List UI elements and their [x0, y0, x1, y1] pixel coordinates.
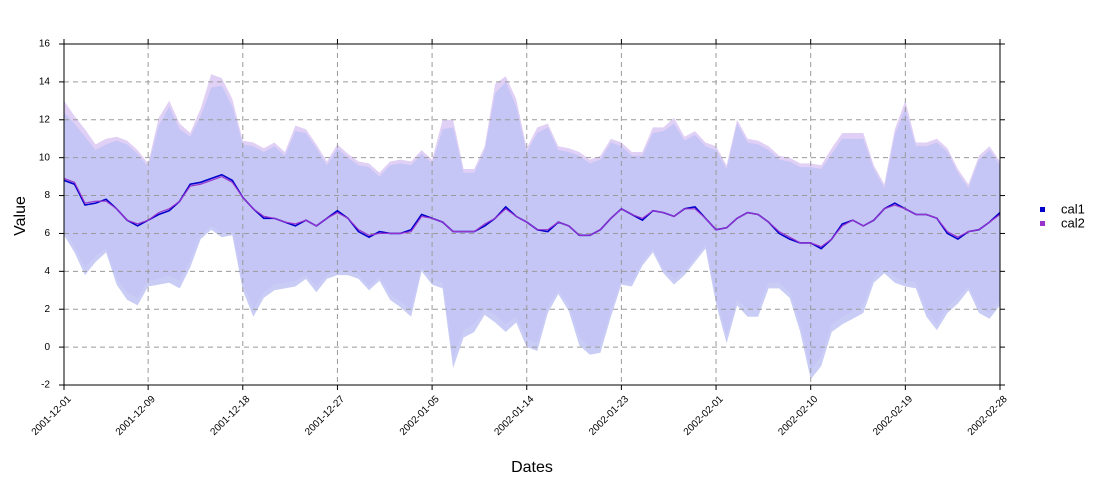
legend-label-cal2: cal2	[1061, 215, 1085, 230]
x-axis-title: Dates	[511, 459, 553, 476]
y-tick-label: 12	[39, 114, 51, 125]
plot-frame	[63, 43, 1001, 386]
y-tick-label: 14	[39, 77, 51, 88]
series-lines	[63, 173, 1001, 250]
legend-swatch-cal1	[1040, 207, 1045, 212]
y-tick-label: -2	[41, 380, 50, 391]
y-tick-label: 10	[39, 152, 51, 163]
y-tick-label: 8	[44, 190, 50, 201]
band-cal1	[64, 81, 1000, 380]
confidence-bands	[64, 74, 1000, 380]
y-tick-label: 0	[44, 342, 50, 353]
y-tick-label: 2	[44, 304, 50, 315]
y-tick-label: 16	[39, 39, 51, 50]
y-axis-title: Value	[12, 196, 29, 236]
legend-label-cal1: cal1	[1061, 201, 1085, 216]
y-tick-label: 4	[44, 266, 50, 277]
legend-swatch-cal2	[1040, 221, 1045, 226]
y-tick-label: 6	[44, 228, 50, 239]
series-line-cal2	[63, 175, 1001, 248]
